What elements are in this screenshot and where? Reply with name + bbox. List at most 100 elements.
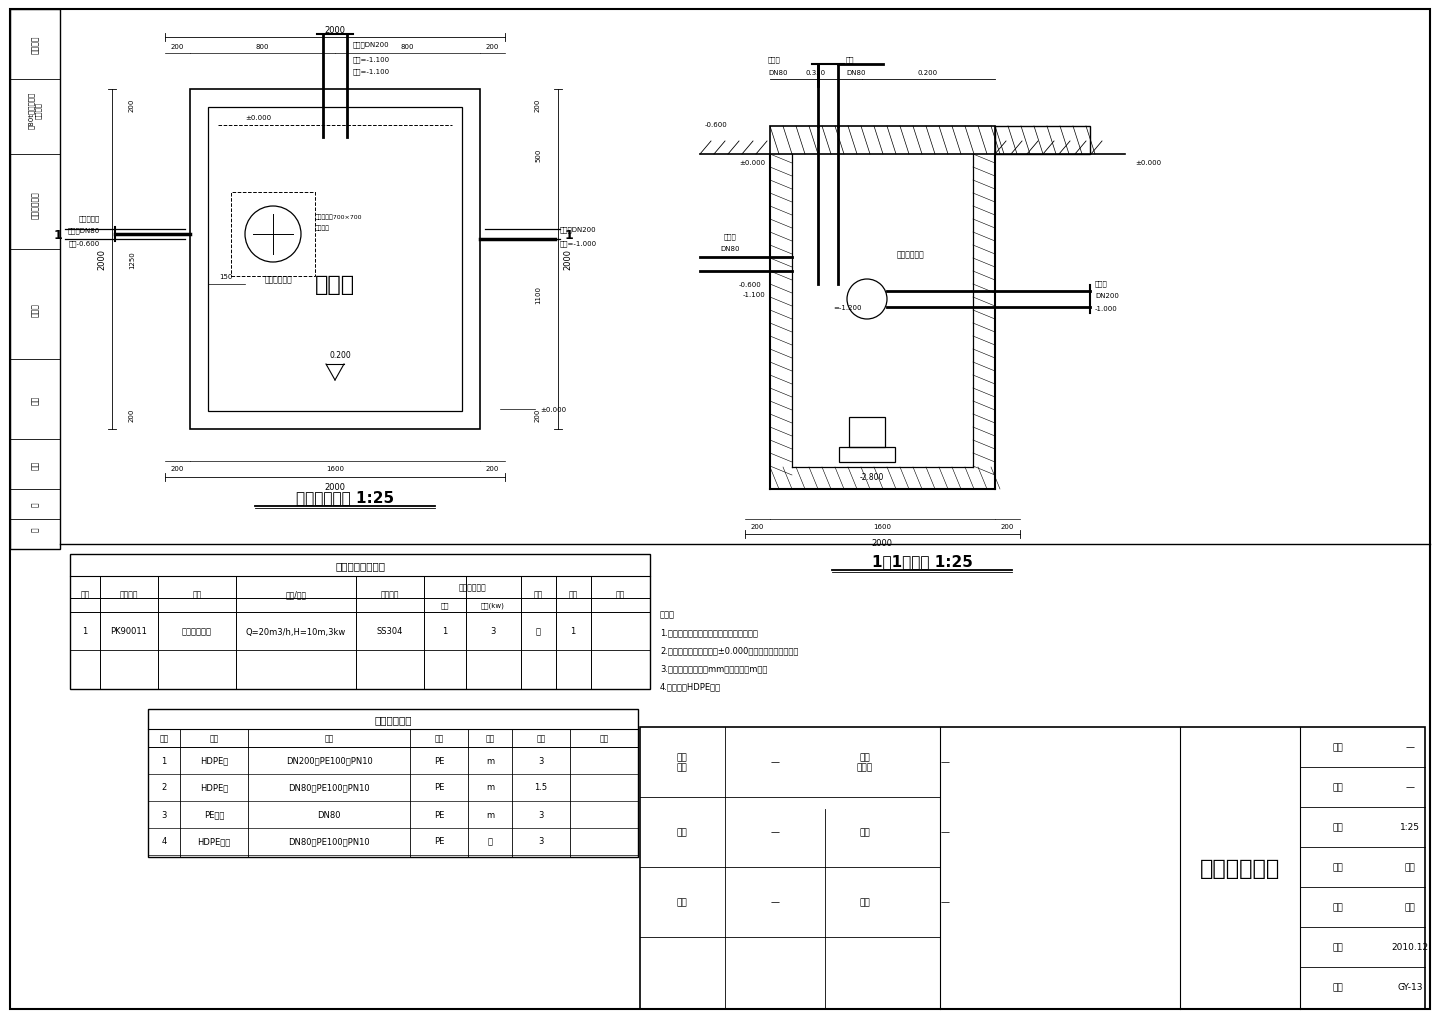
Text: DN80: DN80: [847, 70, 865, 76]
Text: 主要材质: 主要材质: [380, 590, 399, 599]
Text: 阶段: 阶段: [1332, 903, 1344, 912]
Text: 1－1剖面图 1:25: 1－1剖面图 1:25: [871, 554, 972, 569]
Text: 项目
经理: 项目 经理: [677, 753, 687, 772]
Text: -1.000: -1.000: [1094, 306, 1117, 312]
Text: 集水井平面图 1:25: 集水井平面图 1:25: [297, 490, 395, 505]
Bar: [639, 728, 1426, 1009]
Text: 1600: 1600: [873, 524, 891, 530]
Text: 图纸说明: 图纸说明: [30, 36, 39, 54]
Text: 备注: 备注: [599, 734, 609, 743]
Text: 3: 3: [490, 627, 495, 636]
Text: 排水管: 排水管: [1094, 280, 1107, 287]
Text: PE: PE: [433, 837, 444, 846]
Text: 令: 令: [30, 502, 39, 506]
Text: 个: 个: [488, 837, 492, 846]
Text: —: —: [770, 758, 779, 766]
Text: 审核: 审核: [677, 827, 687, 837]
Text: DN200，PE100，PN10: DN200，PE100，PN10: [285, 756, 373, 764]
Text: 主要材料清单: 主要材料清单: [374, 714, 412, 725]
Text: —: —: [770, 827, 779, 837]
Text: 200: 200: [485, 466, 498, 472]
Text: 1100: 1100: [536, 285, 541, 304]
Text: DN80: DN80: [768, 70, 788, 76]
Text: 某80t垃圾渗滤液
处理工程: 某80t垃圾渗滤液 处理工程: [27, 92, 42, 128]
Text: 1: 1: [442, 627, 448, 636]
Text: 专业: 专业: [1332, 863, 1344, 871]
Text: 2010.12: 2010.12: [1391, 943, 1428, 952]
Text: 制图: 制图: [30, 460, 39, 469]
Text: 制图: 制图: [860, 898, 870, 907]
Text: 规格/型号: 规格/型号: [285, 590, 307, 599]
Text: 序号: 序号: [81, 590, 89, 599]
Text: SS304: SS304: [377, 627, 403, 636]
Text: 150: 150: [219, 274, 233, 280]
Text: —: —: [940, 758, 949, 766]
Text: 至反硝化池: 至反硝化池: [79, 215, 99, 222]
Text: 令: 令: [30, 527, 39, 532]
Text: 0.200: 0.200: [330, 352, 351, 360]
Bar: [10, 10, 60, 549]
Text: HDPE管: HDPE管: [200, 756, 228, 764]
Text: ±0.000: ±0.000: [540, 407, 566, 413]
Text: 规格: 规格: [324, 734, 334, 743]
Text: PE: PE: [433, 783, 444, 792]
Text: 工艺: 工艺: [1404, 863, 1416, 871]
Text: 数量: 数量: [441, 602, 449, 608]
Text: 1250: 1250: [130, 251, 135, 269]
Text: -0.600: -0.600: [706, 122, 727, 127]
Text: 单位: 单位: [533, 590, 543, 599]
Bar: [190, 90, 480, 430]
Bar: [148, 709, 638, 857]
Text: 500: 500: [536, 148, 541, 162]
Text: PK90011: PK90011: [111, 627, 147, 636]
Text: 渗液管DN80: 渗液管DN80: [68, 227, 99, 234]
Text: 4: 4: [161, 837, 167, 846]
Text: -2.800: -2.800: [860, 473, 884, 482]
Text: DN80: DN80: [317, 810, 341, 818]
Text: DN80，PE100，PN10: DN80，PE100，PN10: [288, 783, 370, 792]
Text: Q=20m3/h,H=10m,3kw: Q=20m3/h,H=10m,3kw: [246, 627, 346, 636]
Text: DN80: DN80: [720, 246, 740, 252]
Text: 日期: 日期: [1332, 943, 1344, 952]
Text: DN80，PE100，PN10: DN80，PE100，PN10: [288, 837, 370, 846]
Text: 集水井: 集水井: [30, 303, 39, 317]
Text: 集水井工艺图: 集水井工艺图: [30, 191, 39, 219]
Text: 2: 2: [161, 783, 167, 792]
Text: 200: 200: [485, 44, 498, 50]
Text: ±0.000: ±0.000: [245, 115, 271, 121]
Text: 设计: 设计: [860, 827, 870, 837]
Text: HDPE弯头: HDPE弯头: [197, 837, 230, 846]
Text: 排水管DN200: 排水管DN200: [560, 226, 596, 233]
Text: 集水井提升泵: 集水井提升泵: [897, 251, 924, 259]
Text: 3: 3: [539, 810, 544, 818]
Bar: [71, 554, 649, 689]
Text: 200: 200: [170, 466, 184, 472]
Text: 标高=-1.100: 标高=-1.100: [353, 57, 390, 63]
Text: 台: 台: [536, 627, 540, 636]
Text: 软管: 软管: [847, 57, 854, 63]
Text: 3.图中单位，标注以mm计，标高以m计。: 3.图中单位，标注以mm计，标高以m计。: [660, 663, 768, 673]
Text: 集水井: 集水井: [315, 275, 356, 294]
Bar: [840, 447, 896, 463]
Text: 中心-0.600: 中心-0.600: [69, 240, 99, 247]
Text: —: —: [770, 898, 779, 907]
Text: 渗液管: 渗液管: [724, 233, 736, 240]
Text: 中心=-1.000: 中心=-1.000: [560, 240, 598, 247]
Text: 200: 200: [536, 408, 541, 421]
Text: 1.本图为集水井工艺图，具体位置见总图。: 1.本图为集水井工艺图，具体位置见总图。: [660, 628, 757, 637]
Text: 3: 3: [539, 837, 544, 846]
Text: 2000: 2000: [324, 25, 346, 35]
Text: 0.350: 0.350: [806, 70, 827, 76]
Text: 单位: 单位: [485, 734, 494, 743]
Text: 2.图中标高为相对标高，±0.000相对绝对标高见总图。: 2.图中标高为相对标高，±0.000相对绝对标高见总图。: [660, 646, 798, 655]
Text: 校核: 校核: [677, 898, 687, 907]
Text: 200: 200: [750, 524, 763, 530]
Bar: [850, 418, 886, 447]
Text: —: —: [1405, 743, 1414, 752]
Text: 1.5: 1.5: [534, 783, 547, 792]
Text: 说明：: 说明：: [660, 610, 675, 619]
Text: 集水井提升泵: 集水井提升泵: [264, 275, 292, 284]
Text: -0.600: -0.600: [739, 281, 762, 287]
Text: 集水井工艺图: 集水井工艺图: [1200, 858, 1280, 878]
Text: 2000: 2000: [324, 482, 346, 491]
